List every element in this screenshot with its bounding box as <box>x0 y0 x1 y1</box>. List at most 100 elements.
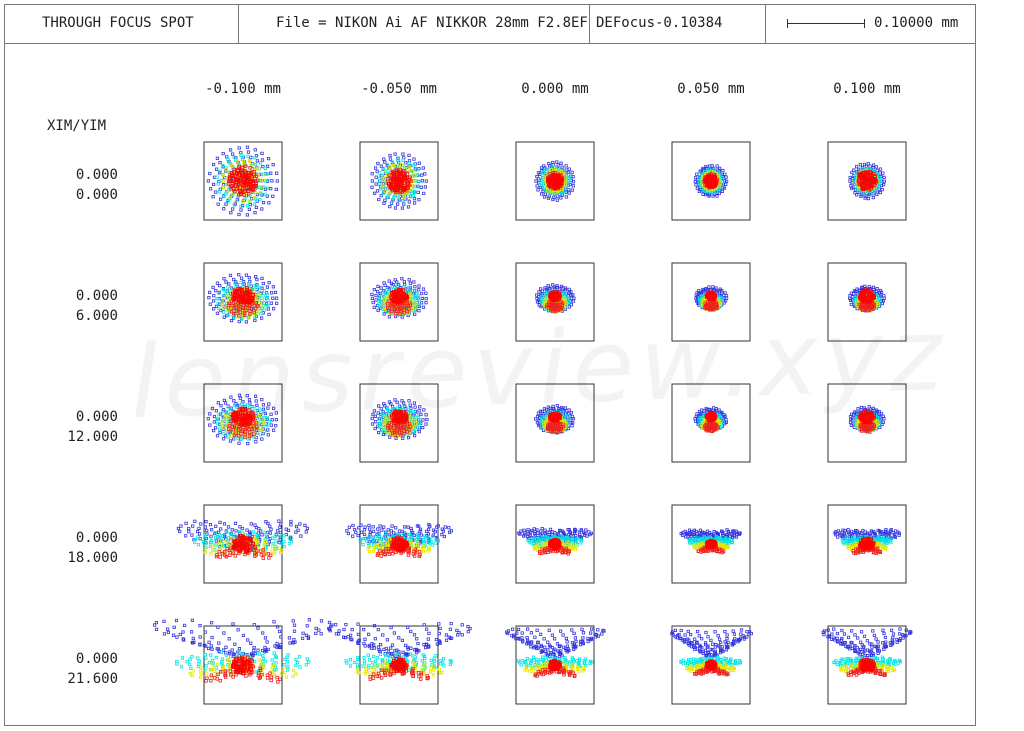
ray-point <box>388 192 392 196</box>
ray-point <box>564 195 568 199</box>
ray-point <box>421 305 426 309</box>
ray-point <box>384 169 388 173</box>
ray-point <box>855 287 859 291</box>
ray-point <box>244 185 249 190</box>
ray-point <box>216 422 220 426</box>
ray-point <box>849 291 854 295</box>
ray-point <box>220 302 224 306</box>
ray-point <box>542 195 547 199</box>
ray-point <box>225 155 229 159</box>
ray-point <box>223 401 228 405</box>
ray-point <box>218 160 222 165</box>
ray-point <box>424 301 428 305</box>
ray-point <box>267 312 271 317</box>
ray-point <box>850 295 855 299</box>
ray-point <box>400 206 405 210</box>
ray-point <box>567 191 571 195</box>
ray-point <box>412 298 417 303</box>
ray-point <box>230 174 235 179</box>
ray-point <box>253 287 257 291</box>
ray-point <box>372 287 376 292</box>
ray-point <box>875 192 879 196</box>
ray-point <box>412 184 417 188</box>
ray-point <box>222 194 226 199</box>
ray-point <box>252 202 256 206</box>
ray-point <box>407 200 411 204</box>
ray-point <box>571 184 575 188</box>
ray-point <box>260 397 264 402</box>
ray-point <box>535 293 539 297</box>
ray-point <box>418 405 422 409</box>
ray-point <box>208 171 212 176</box>
ray-point <box>226 285 230 289</box>
ray-point <box>253 318 257 323</box>
ray-point <box>882 294 886 298</box>
ray-point <box>383 160 387 164</box>
ray-point <box>374 175 378 179</box>
ray-point <box>376 284 380 289</box>
ray-point <box>541 173 545 177</box>
ray-point <box>265 285 270 289</box>
plot-title: THROUGH FOCUS SPOT <box>42 15 194 31</box>
ray-point <box>261 294 265 298</box>
ray-point <box>253 148 257 152</box>
ray-point <box>379 407 383 411</box>
ray-point <box>402 195 406 199</box>
ray-point <box>271 428 276 432</box>
ray-point <box>208 302 212 306</box>
ray-point <box>250 187 255 191</box>
ray-point <box>714 286 718 290</box>
ray-point <box>721 180 725 184</box>
ray-point <box>212 420 216 424</box>
ray-point <box>260 151 264 155</box>
ray-point <box>220 421 224 426</box>
ray-point <box>377 177 381 181</box>
header-divider <box>589 4 590 43</box>
ray-point <box>266 433 270 437</box>
ray-point <box>720 189 725 193</box>
ray-point <box>370 172 374 176</box>
ray-point <box>237 393 242 397</box>
focus-label: 0.050 mm <box>677 81 745 97</box>
field-label: 0.000 21.600 <box>67 649 118 689</box>
ray-point <box>724 182 728 186</box>
ray-point <box>377 182 381 186</box>
ray-point <box>556 192 560 196</box>
field-label: 0.000 12.000 <box>67 407 118 447</box>
ray-point <box>405 430 409 434</box>
defocus-value: DEFocus-0.10384 <box>596 15 723 31</box>
ray-point <box>245 394 249 398</box>
ray-point <box>382 157 386 161</box>
ray-point <box>249 155 253 159</box>
ray-point <box>400 399 404 403</box>
ray-point <box>855 165 859 169</box>
ray-point <box>419 301 424 305</box>
ray-point <box>252 162 257 166</box>
ray-point <box>417 309 421 313</box>
ray-point <box>265 415 269 420</box>
ray-point <box>207 295 211 300</box>
ray-point <box>543 192 548 196</box>
ray-point <box>258 286 262 290</box>
ray-point <box>547 161 551 166</box>
ray-point <box>555 198 559 202</box>
yim-value: 6.000 <box>75 308 118 324</box>
ray-point <box>245 203 250 208</box>
ray-point <box>269 423 273 427</box>
ray-point <box>266 303 270 308</box>
ray-point <box>273 290 278 295</box>
ray-point <box>571 175 575 179</box>
ray-point <box>709 287 713 292</box>
spot-cell <box>203 141 283 221</box>
ray-point <box>542 164 546 168</box>
ray-point <box>718 166 722 170</box>
ray-point <box>255 159 260 163</box>
ray-point <box>275 179 279 183</box>
ray-point <box>252 304 256 308</box>
ray-point <box>381 426 386 430</box>
ray-point <box>222 185 226 189</box>
ray-point <box>417 198 421 202</box>
ray-point <box>422 408 426 412</box>
ray-point <box>860 285 864 290</box>
scale-bar <box>787 19 865 28</box>
